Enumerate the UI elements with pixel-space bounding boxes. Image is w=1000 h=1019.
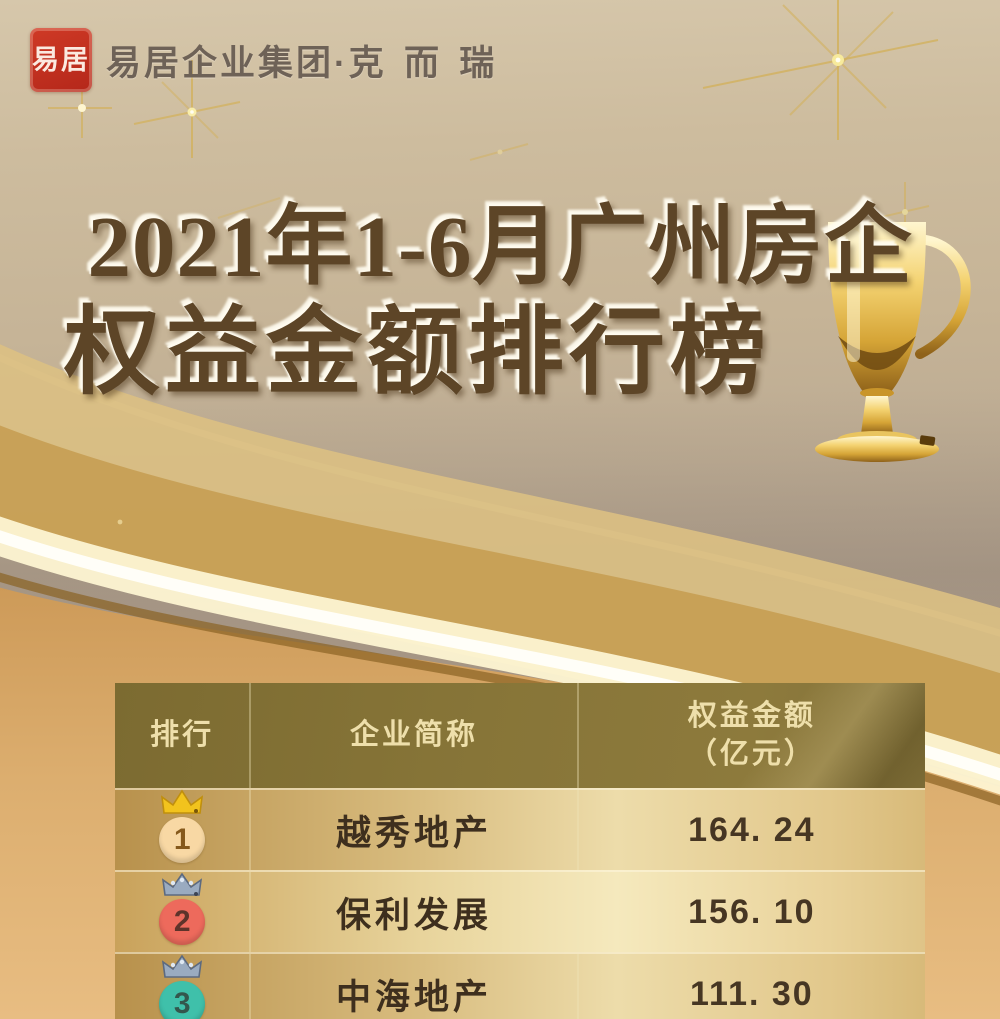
gold-crown-icon <box>161 789 204 814</box>
column-header-rank-label: 排行 <box>150 718 215 751</box>
star-sparkle-icon <box>469 143 529 161</box>
star-sparkle-icon <box>657 275 663 281</box>
rank-2-digit: 2 <box>173 905 191 938</box>
ranking-table: 排行 企业简称 权益金额 （亿元） 1 <box>115 683 925 1019</box>
rank-1-number: 1 <box>159 817 206 863</box>
slate-crown-icon <box>162 872 203 896</box>
poster-title: 2021年1-6月广州房企 权益金额排行榜 <box>0 196 1000 406</box>
rank-cell: 3 <box>115 954 249 1019</box>
seal-text: 易居 <box>32 44 90 75</box>
rank-3-digit: 3 <box>173 987 191 1019</box>
star-sparkle-icon <box>133 60 241 158</box>
rank-1-digit: 1 <box>173 823 191 856</box>
company-name: 中海地产 <box>336 977 493 1017</box>
table-row: 2 保利发展 156. 10 <box>115 870 925 952</box>
rank-3-number: 3 <box>159 981 206 1019</box>
star-sparkle-icon <box>117 519 123 525</box>
amount-value: 111. 30 <box>690 974 814 1013</box>
title-line-2: 权益金额排行榜 <box>64 298 771 406</box>
amount-value: 156. 10 <box>688 892 816 931</box>
star-sparkle-icon <box>217 197 281 219</box>
table-row: 1 越秀地产 164. 24 <box>115 788 925 870</box>
column-header-amount-label: 权益金额 <box>687 699 816 732</box>
rank-1-medal: 1 <box>156 789 208 863</box>
table-row: 3 中海地产 111. 30 <box>115 952 925 1019</box>
rank-cell: 2 <box>115 872 249 952</box>
rank-cell: 1 <box>115 789 249 870</box>
rank-2-number: 2 <box>159 899 206 945</box>
title-line-1: 2021年1-6月广州房企 <box>87 198 913 295</box>
amount-value: 164. 24 <box>688 810 816 849</box>
rank-2-medal: 2 <box>156 872 208 945</box>
company-name: 保利发展 <box>336 895 493 935</box>
column-header-company: 企业简称 <box>249 683 576 788</box>
column-header-rank: 排行 <box>115 683 249 788</box>
brand-seal-icon: 易居 <box>30 28 92 92</box>
brand-name-main: 易居企业集团· <box>106 43 349 83</box>
column-header-company-label: 企业简称 <box>350 718 479 751</box>
sparkle-field <box>48 0 939 525</box>
company-name: 越秀地产 <box>336 813 493 853</box>
star-sparkle-icon <box>702 0 939 140</box>
rank-3-medal: 3 <box>156 954 208 1019</box>
column-header-amount: 权益金额 （亿元） <box>576 683 925 788</box>
slate-crown-icon <box>162 954 203 978</box>
table-header-row: 排行 企业简称 权益金额 （亿元） <box>115 683 925 788</box>
gold-trophy-icon <box>815 222 971 462</box>
column-header-amount-unit: （亿元） <box>687 737 816 770</box>
brand-name: 易居企业集团·克而瑞 <box>106 35 515 86</box>
brand-logo: 易居 易居企业集团·克而瑞 <box>30 28 515 92</box>
brand-name-spaced: 克而瑞 <box>348 43 515 83</box>
